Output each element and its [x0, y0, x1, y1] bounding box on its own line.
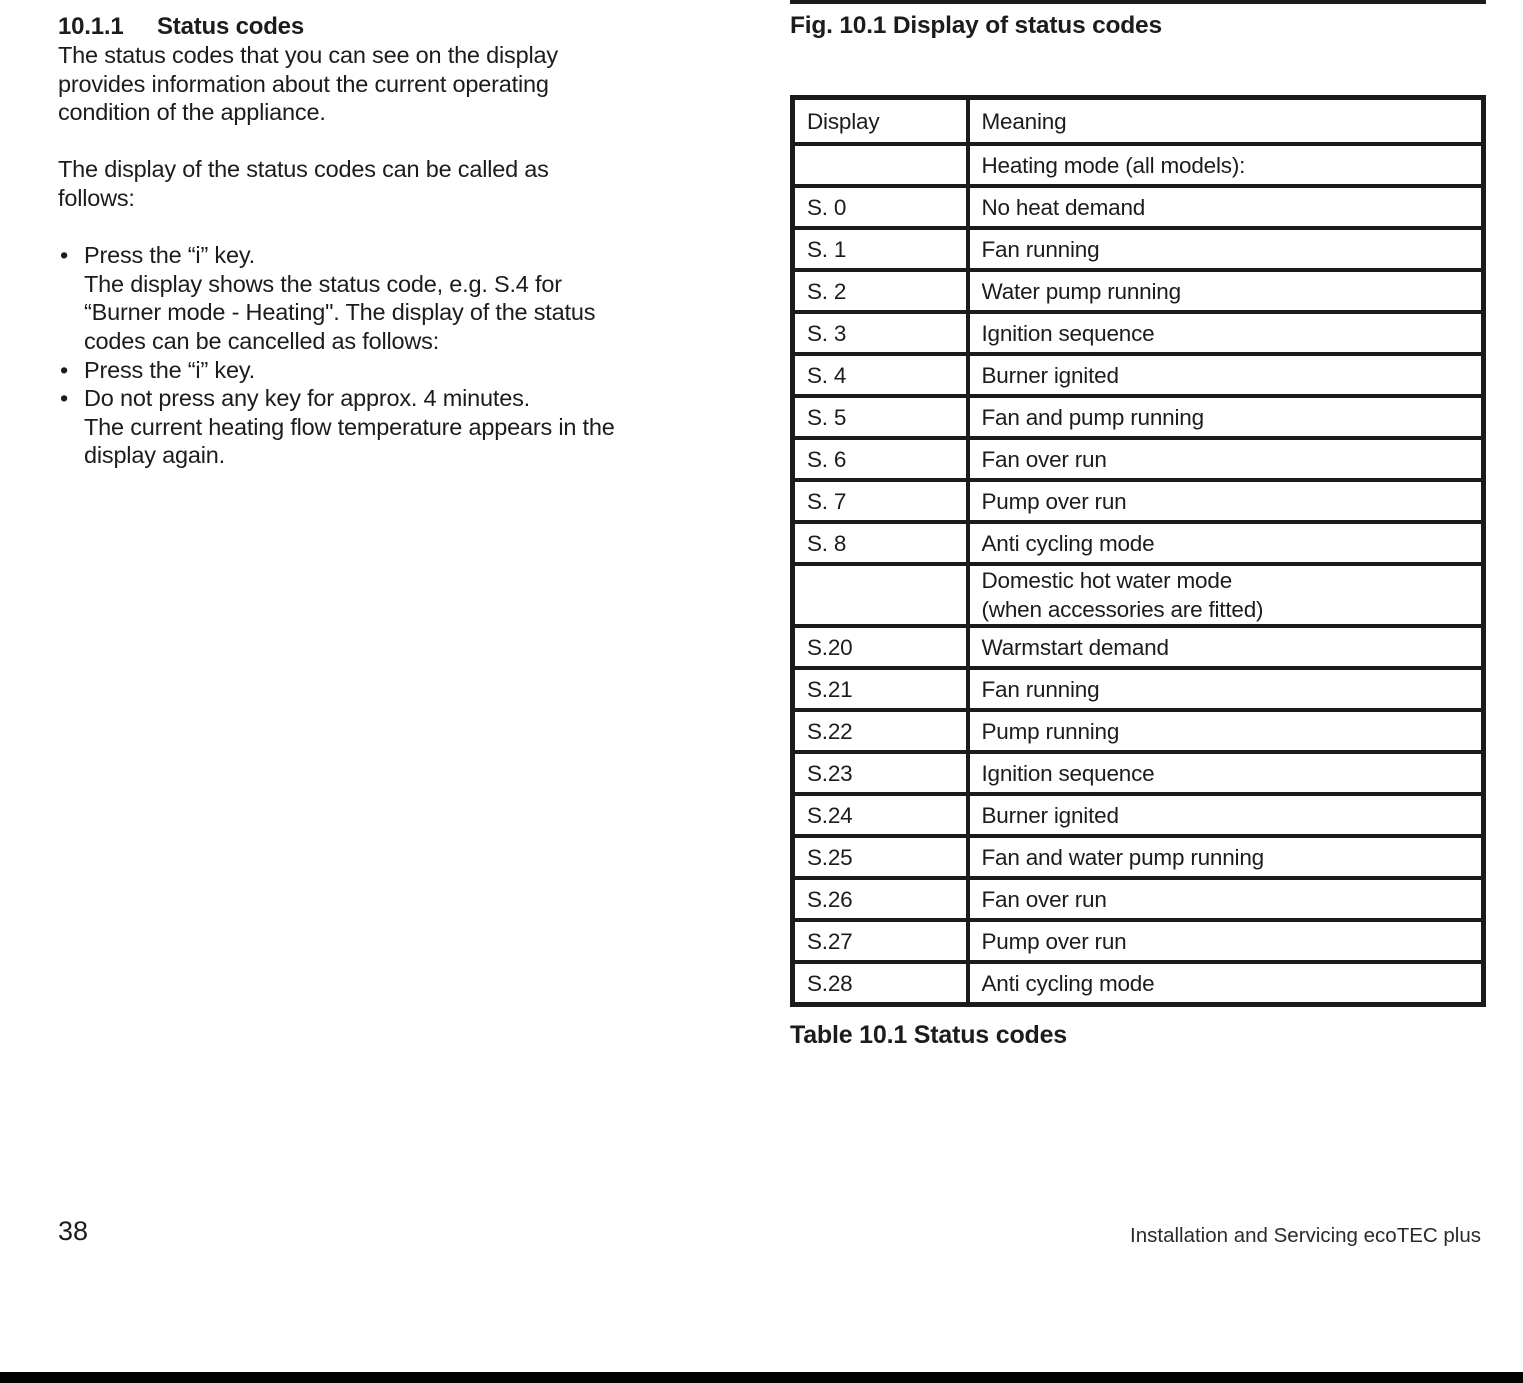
figure-frame-bottom-edge: [790, 0, 1486, 4]
section-number: 10.1.1: [58, 13, 124, 40]
table-row: S. 1 Fan running: [790, 226, 1486, 272]
table-caption: Table 10.1 Status codes: [790, 1021, 1067, 1049]
cell-meaning: Pump over run: [965, 478, 1486, 524]
table-header-meaning: Meaning: [965, 95, 1486, 146]
table-row: S.21 Fan running: [790, 666, 1486, 712]
cell-meaning: Fan and pump running: [965, 394, 1486, 440]
table-row: S.23 Ignition sequence: [790, 750, 1486, 796]
table-header-display: Display: [790, 95, 970, 146]
table-header-row: Display Meaning: [790, 95, 1486, 146]
cell-meaning: Anti cycling mode: [965, 960, 1486, 1007]
list-item: Do not press any key for approx. 4 minut…: [58, 384, 764, 470]
left-column: 10.1.1 Status codes The status codes tha…: [58, 12, 764, 470]
cell-display-code: [790, 562, 970, 628]
page-number: 38: [58, 1216, 89, 1246]
table-row: S. 8 Anti cycling mode: [790, 520, 1486, 566]
cell-meaning: Pump over run: [965, 918, 1486, 964]
cell-meaning: Fan running: [965, 666, 1486, 712]
cell-display-code: S.25: [790, 834, 970, 880]
cell-display-code: S. 3: [790, 310, 970, 356]
cell-meaning: Water pump running: [965, 268, 1486, 314]
footer-document-title: Installation and Servicing ecoTEC plus: [1130, 1224, 1481, 1247]
table-row: S.25 Fan and water pump running: [790, 834, 1486, 880]
table-row: Heating mode (all models):: [790, 142, 1486, 188]
cell-display-code: S.22: [790, 708, 970, 754]
intro-paragraph: The status codes that you can see on the…: [58, 42, 558, 126]
list-item: Press the “i” key.: [58, 356, 764, 385]
table-row: S. 6 Fan over run: [790, 436, 1486, 482]
cell-display-code: S.24: [790, 792, 970, 838]
table-row: S. 2 Water pump running: [790, 268, 1486, 314]
section-heading: 10.1.1 Status codes: [58, 12, 764, 41]
cell-display-code: [790, 142, 970, 188]
cell-display-code: S. 1: [790, 226, 970, 272]
table-row: S. 4 Burner ignited: [790, 352, 1486, 398]
table-row: S. 0 No heat demand: [790, 184, 1486, 230]
table-row: S.27 Pump over run: [790, 918, 1486, 964]
cell-meaning: Fan over run: [965, 436, 1486, 482]
table-row: S.22 Pump running: [790, 708, 1486, 754]
cell-display-code: S.27: [790, 918, 970, 964]
cell-meaning: Burner ignited: [965, 352, 1486, 398]
cell-meaning: Fan running: [965, 226, 1486, 272]
instruction-bullet-list: Press the “i” key. The display shows the…: [58, 241, 764, 470]
status-table-container: Display Meaning Heating mode (all models…: [790, 95, 1486, 1050]
cell-meaning: Anti cycling mode: [965, 520, 1486, 566]
cell-display-code: S.21: [790, 666, 970, 712]
section-title: Status codes: [157, 13, 304, 40]
table-row: S.26 Fan over run: [790, 876, 1486, 922]
status-codes-table: Display Meaning Heating mode (all models…: [790, 95, 1486, 1007]
cell-meaning: Fan and water pump running: [965, 834, 1486, 880]
table-row: S. 3 Ignition sequence: [790, 310, 1486, 356]
cell-display-code: S.23: [790, 750, 970, 796]
figure-caption: Fig. 10.1 Display of status codes: [790, 12, 1162, 39]
cell-meaning: Ignition sequence: [965, 750, 1486, 796]
cell-display-code: S. 8: [790, 520, 970, 566]
cell-display-code: S. 6: [790, 436, 970, 482]
cell-display-code: S. 2: [790, 268, 970, 314]
table-row: S.20 Warmstart demand: [790, 624, 1486, 670]
cell-display-code: S. 5: [790, 394, 970, 440]
cell-meaning: Fan over run: [965, 876, 1486, 922]
table-row: S.24 Burner ignited: [790, 792, 1486, 838]
cell-display-code: S.20: [790, 624, 970, 670]
cell-meaning: Pump running: [965, 708, 1486, 754]
cell-display-code: S.28: [790, 960, 970, 1007]
cell-display-code: S. 0: [790, 184, 970, 230]
call-up-paragraph: The display of the status codes can be c…: [58, 156, 549, 211]
footer-bar: [0, 1372, 1523, 1383]
cell-meaning: Domestic hot water mode (when accessorie…: [965, 562, 1486, 628]
table-row: S. 7 Pump over run: [790, 478, 1486, 524]
list-item: Press the “i” key. The display shows the…: [58, 241, 764, 355]
cell-display-code: S. 4: [790, 352, 970, 398]
cell-meaning: Heating mode (all models):: [965, 142, 1486, 188]
cell-display-code: S. 7: [790, 478, 970, 524]
table-row: S. 5 Fan and pump running: [790, 394, 1486, 440]
cell-meaning: Warmstart demand: [965, 624, 1486, 670]
cell-meaning: No heat demand: [965, 184, 1486, 230]
cell-meaning: Ignition sequence: [965, 310, 1486, 356]
table-row: S.28 Anti cycling mode: [790, 960, 1486, 1007]
table-row: Domestic hot water mode (when accessorie…: [790, 562, 1486, 628]
cell-meaning: Burner ignited: [965, 792, 1486, 838]
cell-display-code: S.26: [790, 876, 970, 922]
